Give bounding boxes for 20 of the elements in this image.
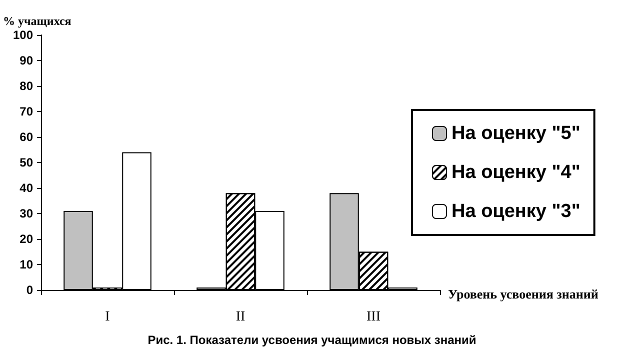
x-tick-label: II xyxy=(236,310,246,324)
y-tick-label: 70 xyxy=(20,104,34,118)
y-tick-label: 30 xyxy=(20,206,34,220)
legend-label: На оценку "4" xyxy=(452,162,580,183)
y-tick-label: 0 xyxy=(26,283,34,297)
y-tick-label: 50 xyxy=(20,156,34,170)
y-tick-label: 100 xyxy=(12,28,34,42)
x-axis-title: Уровень усвоения знаний xyxy=(448,286,599,302)
y-tick-label: 90 xyxy=(20,54,34,68)
x-tick-label: III xyxy=(366,310,381,324)
y-tick-label: 60 xyxy=(20,130,34,144)
y-axis-title: % учащихся xyxy=(3,14,72,28)
x-tick-label: I xyxy=(105,310,110,324)
legend-label: На оценку "5" xyxy=(452,123,580,144)
y-tick-label: 40 xyxy=(20,181,34,195)
y-tick-label: 20 xyxy=(20,232,34,246)
y-tick-label: 10 xyxy=(20,258,34,272)
legend-label: На оценку "3" xyxy=(452,201,580,222)
y-tick-label: 80 xyxy=(20,79,34,93)
text: Рис. 1. Показатели усвоения учащимися новых знаний xyxy=(148,333,476,347)
